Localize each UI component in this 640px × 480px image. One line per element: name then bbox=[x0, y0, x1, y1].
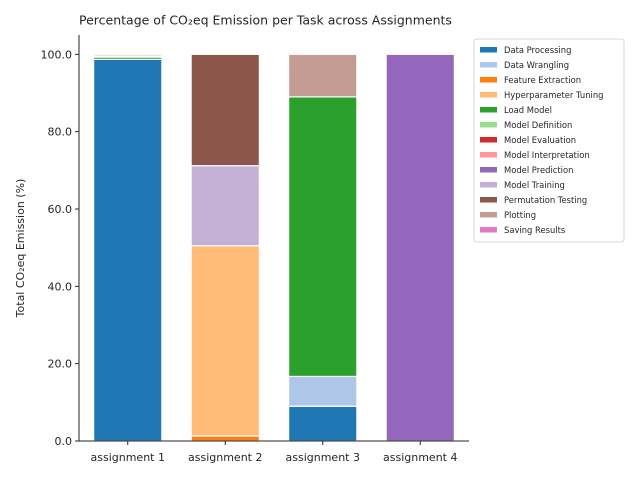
legend-swatch bbox=[480, 47, 497, 53]
legend-swatch bbox=[480, 77, 497, 83]
chart-title: Percentage of CO₂eq Emission per Task ac… bbox=[79, 13, 452, 28]
y-tick-label: 40.0 bbox=[48, 280, 73, 293]
x-tick-label: assignment 2 bbox=[188, 451, 262, 464]
bar-segment-3-2 bbox=[288, 375, 358, 407]
y-tick-label: 20.0 bbox=[48, 358, 73, 371]
bar-segment-2-11 bbox=[190, 53, 260, 167]
legend-frame bbox=[473, 38, 625, 243]
legend-swatch bbox=[480, 62, 497, 68]
bar-segment-1-12 bbox=[93, 53, 163, 57]
y-tick-label: 60.0 bbox=[48, 203, 73, 216]
x-tick-label: assignment 1 bbox=[91, 451, 165, 464]
legend-swatch bbox=[480, 137, 497, 143]
x-tick-label: assignment 4 bbox=[383, 451, 457, 464]
legend-label: Model Interpretation bbox=[504, 150, 590, 160]
bar-segment-3-1 bbox=[288, 405, 358, 442]
legend-swatch bbox=[480, 167, 497, 173]
axes-group: 0.0 20.0 40.0 60.0 80.0 100.0 assignment 1 assi… bbox=[41, 35, 469, 464]
legend-label: Saving Results bbox=[504, 225, 565, 235]
legend-swatch bbox=[480, 107, 497, 113]
legend-label: Load Model bbox=[504, 105, 552, 115]
legend-label: Plotting bbox=[504, 210, 536, 220]
legend-swatch bbox=[480, 227, 497, 233]
y-axis-title: Total CO₂eq Emission (%) bbox=[14, 179, 27, 319]
bar-segment-2-4 bbox=[190, 245, 260, 437]
bar-segment-4-9 bbox=[385, 53, 455, 442]
legend-label: Model Evaluation bbox=[504, 135, 576, 145]
bar-segment-3-5 bbox=[288, 96, 358, 378]
bar-segment-3-12 bbox=[288, 53, 358, 98]
bar-segment-2-3 bbox=[190, 435, 260, 442]
legend-swatch bbox=[480, 152, 497, 158]
legend-label: Hyperparameter Tuning bbox=[504, 90, 603, 100]
legend-label: Feature Extraction bbox=[504, 75, 581, 85]
legend-label: Model Prediction bbox=[504, 165, 573, 175]
legend-swatch bbox=[480, 182, 497, 188]
legend-label: Model Training bbox=[504, 180, 565, 190]
bars-group bbox=[93, 53, 455, 442]
legend-swatch bbox=[480, 122, 497, 128]
bar-segment-2-10 bbox=[190, 165, 260, 247]
legend-label: Data Processing bbox=[504, 45, 571, 55]
legend-swatch bbox=[480, 92, 497, 98]
legend-label: Data Wrangling bbox=[504, 60, 569, 70]
legend-label: Permutation Testing bbox=[504, 195, 587, 205]
legend-swatch bbox=[480, 197, 497, 203]
legend: Data Processing Data Wrangling Feature Ext… bbox=[473, 38, 625, 243]
legend-swatch bbox=[480, 212, 497, 218]
bar-segment-1-1 bbox=[93, 58, 163, 442]
legend-label: Model Definition bbox=[504, 120, 572, 130]
x-tick-label: assignment 3 bbox=[286, 451, 360, 464]
y-tick-label: 80.0 bbox=[48, 126, 73, 139]
y-tick-label: 0.0 bbox=[55, 435, 73, 448]
y-tick-label: 100.0 bbox=[41, 48, 73, 61]
